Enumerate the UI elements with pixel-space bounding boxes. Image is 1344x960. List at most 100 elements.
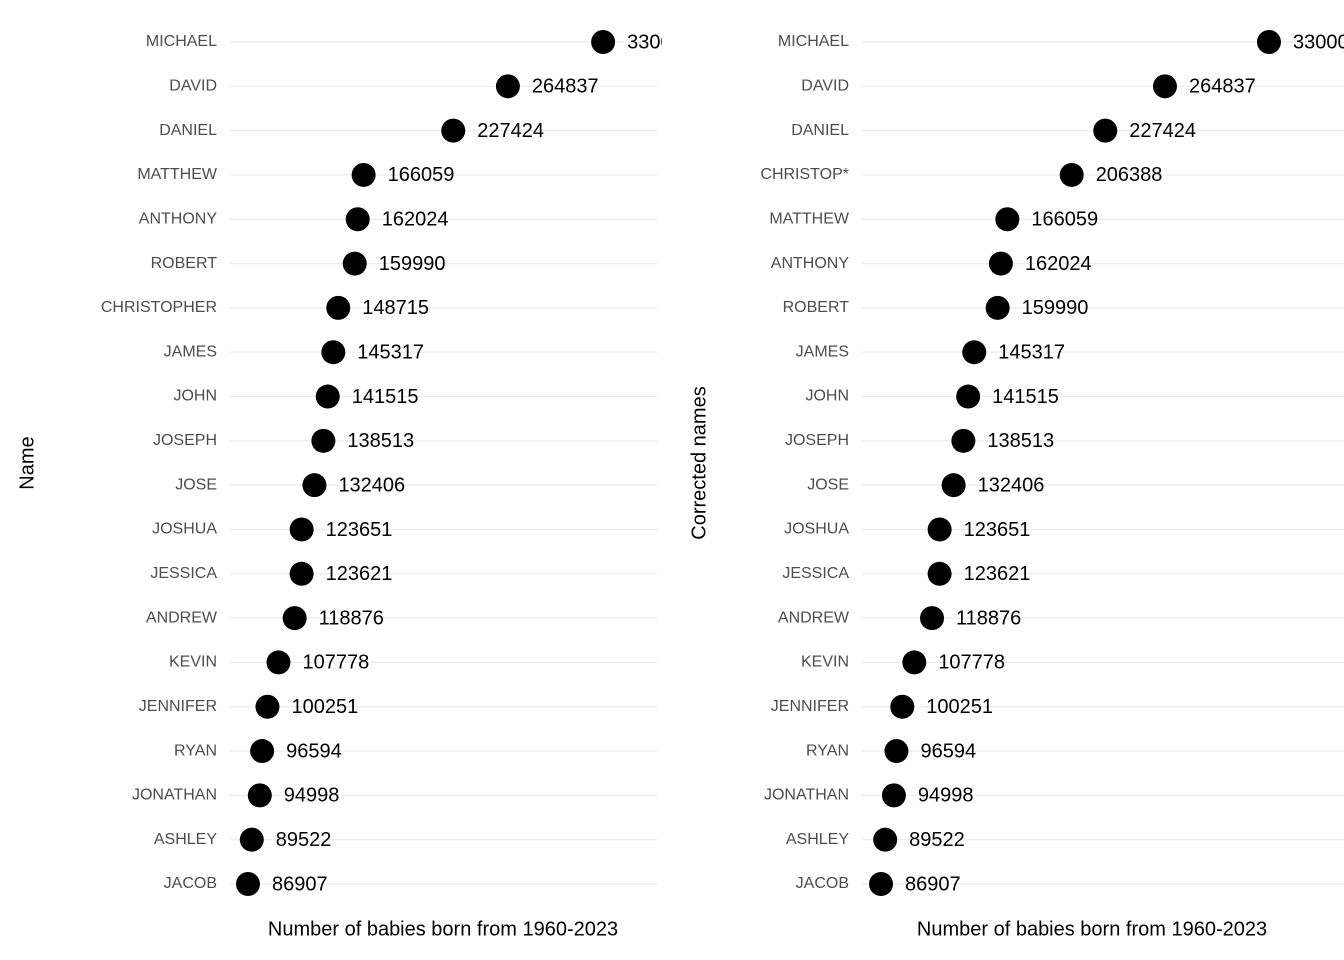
dot (315, 384, 340, 409)
value-label: 89522 (276, 829, 332, 851)
y-tick-label: JOSHUA (784, 521, 849, 538)
dot (873, 827, 898, 852)
dot (927, 517, 952, 542)
y-tick-label: ANTHONY (139, 210, 218, 227)
dot (266, 650, 291, 675)
value-label: 162024 (1025, 253, 1092, 275)
dot (881, 783, 906, 808)
y-tick-label: ASHLEY (154, 831, 217, 848)
value-label: 159990 (1022, 297, 1089, 319)
y-tick-label: JACOB (164, 875, 217, 892)
dot (302, 473, 327, 498)
dot (869, 872, 894, 896)
y-tick-label: JOHN (805, 388, 849, 405)
y-tick-label: JESSICA (782, 565, 849, 582)
dot (995, 207, 1020, 232)
dot (962, 340, 987, 365)
y-tick-label: ANDREW (146, 609, 218, 626)
dot (326, 295, 351, 320)
y-tick-label: CHRISTOPHER (101, 299, 217, 316)
x-axis-title: Number of babies born from 1960-2023 (268, 918, 618, 940)
dot (351, 162, 376, 187)
y-tick-label: KEVIN (169, 654, 217, 671)
dot (1256, 30, 1281, 54)
y-tick-label: RYAN (806, 742, 849, 759)
dot (890, 694, 915, 719)
value-label: 330000 (627, 31, 694, 53)
value-label: 132406 (338, 474, 405, 496)
value-label: 264837 (532, 76, 599, 98)
dot (985, 295, 1010, 320)
value-label: 148715 (362, 297, 429, 319)
y-tick-label: KEVIN (801, 654, 849, 671)
y-tick-label: JOHN (173, 388, 217, 405)
value-label: 96594 (286, 740, 342, 762)
y-tick-label: ROBERT (783, 299, 850, 316)
value-label: 123621 (964, 563, 1031, 585)
value-label: 162024 (382, 209, 449, 231)
dot (902, 650, 927, 675)
y-tick-label: JONATHAN (764, 787, 849, 804)
value-label: 86907 (905, 873, 961, 895)
value-label: 159990 (379, 253, 446, 275)
dot (1059, 162, 1084, 187)
y-tick-label: JACOB (796, 875, 849, 892)
y-tick-label: MICHAEL (778, 33, 849, 50)
y-axis-title: Name (16, 436, 38, 489)
dot (289, 517, 314, 542)
value-label: 123621 (326, 563, 393, 585)
value-label: 330000 (1293, 31, 1344, 53)
y-tick-label: JOSE (175, 476, 217, 493)
y-tick-label: MICHAEL (146, 33, 217, 50)
dot (1152, 74, 1177, 99)
y-tick-label: JOSE (807, 476, 849, 493)
value-label: 227424 (477, 120, 544, 142)
dot (345, 207, 370, 232)
value-label: 94998 (918, 785, 974, 807)
y-tick-label: ANDREW (778, 609, 850, 626)
value-label: 145317 (998, 341, 1065, 363)
dot (239, 827, 264, 852)
dot (255, 694, 280, 719)
dot (884, 739, 909, 764)
y-tick-label: JENNIFER (139, 698, 217, 715)
y-tick-label: DAVID (801, 78, 849, 95)
value-label: 86907 (272, 873, 328, 895)
value-label: 123651 (964, 519, 1031, 541)
value-label: 264837 (1189, 76, 1256, 98)
value-label: 118876 (956, 607, 1021, 629)
x-axis-title: Number of babies born from 1960-2023 (917, 918, 1267, 940)
value-label: 227424 (1129, 120, 1196, 142)
value-label: 123651 (326, 519, 393, 541)
value-label: 138513 (987, 430, 1054, 452)
value-label: 96594 (920, 740, 976, 762)
dot (250, 739, 275, 764)
y-tick-label: JENNIFER (771, 698, 849, 715)
y-tick-label: JESSICA (150, 565, 217, 582)
dot (951, 428, 976, 453)
y-tick-label: RYAN (174, 742, 217, 759)
dot (235, 872, 260, 896)
value-label: 100251 (926, 696, 993, 718)
value-label: 166059 (388, 164, 455, 186)
value-label: 132406 (978, 474, 1045, 496)
panel: 330000 264837 227424 166059 162024 159990 1487… (230, 30, 694, 896)
dot (591, 30, 616, 54)
dot (321, 340, 346, 365)
value-label: 107778 (302, 652, 369, 674)
dot (1093, 118, 1118, 143)
dot (495, 74, 520, 99)
value-label: 138513 (347, 430, 414, 452)
y-tick-label: ROBERT (151, 255, 218, 272)
y-tick-label: JAMES (796, 343, 849, 360)
y-tick-label: DAVID (169, 78, 217, 95)
dot (956, 384, 981, 409)
dot (941, 473, 966, 498)
dot (282, 606, 307, 631)
y-tick-label: JOSEPH (785, 432, 849, 449)
value-label: 89522 (909, 829, 965, 851)
y-axis-title: Corrected names (688, 386, 710, 539)
dot (311, 428, 336, 453)
y-tick-label: DANIEL (159, 122, 217, 139)
y-tick-label: ASHLEY (786, 831, 849, 848)
